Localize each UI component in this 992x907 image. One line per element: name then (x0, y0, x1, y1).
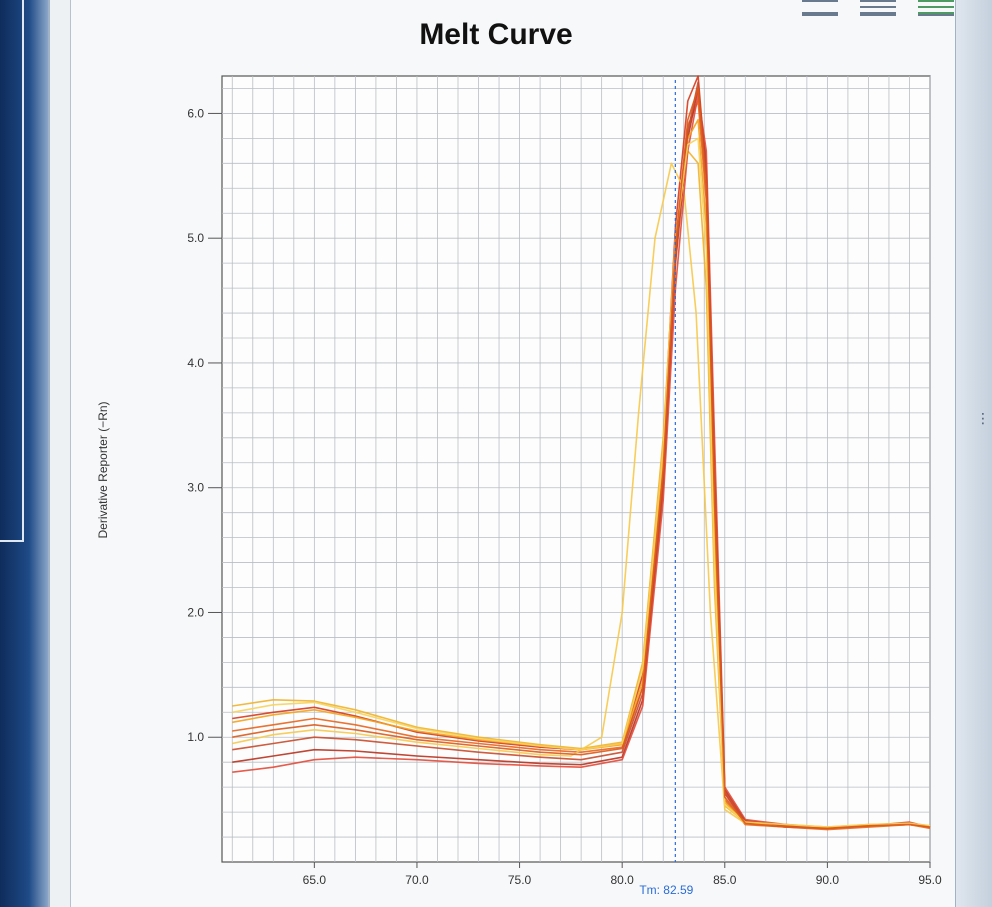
chart-title: Melt Curve (419, 18, 573, 51)
save-icon[interactable] (802, 0, 838, 16)
y-tick-label: 3.0 (187, 481, 204, 495)
legend-icon[interactable] (918, 0, 954, 16)
x-tick-label: 70.0 (405, 873, 429, 887)
axis-ticks: 65.0 70.0 75.0 80.0 85.0 90.0 95.0 1.0 2.0 3.0 4.0… (187, 106, 942, 887)
y-tick-label: 6.0 (187, 106, 204, 120)
y-tick-label: 2.0 (187, 605, 204, 619)
left-panel-outline (0, 0, 24, 542)
tm-label: Tm: 82.59 (639, 883, 693, 897)
toolbar (802, 0, 954, 16)
desktop-background-left (0, 0, 48, 907)
list-view-icon[interactable] (860, 0, 896, 16)
x-tick-label: 85.0 (713, 873, 737, 887)
x-tick-label: 80.0 (610, 873, 634, 887)
y-tick-label: 1.0 (187, 730, 204, 744)
y-axis-label: Derivative Reporter (−Rn) (96, 401, 110, 538)
x-tick-label: 65.0 (303, 873, 327, 887)
right-side-panel: ⋮ (955, 0, 992, 907)
tm-marker: Tm: 82.59 (639, 80, 694, 897)
x-tick-label: 75.0 (508, 873, 532, 887)
x-tick-label: 90.0 (816, 873, 840, 887)
x-tick-label: 95.0 (918, 873, 942, 887)
y-tick-label: 4.0 (187, 356, 204, 370)
grid-lines (222, 76, 931, 862)
y-tick-label: 5.0 (187, 231, 204, 245)
plot-area (221, 75, 931, 863)
